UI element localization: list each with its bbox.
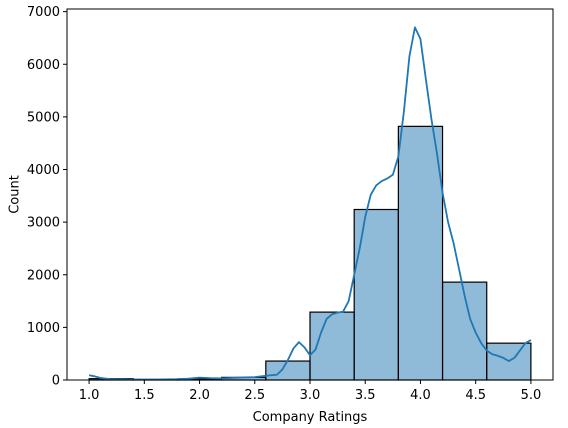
x-tick-label: 2.5	[244, 388, 265, 403]
y-tick-label: 1000	[27, 321, 60, 336]
y-tick-label: 6000	[27, 58, 60, 73]
y-axis-ticks: 0 1000 2000 3000 4000 5000 6000 7000	[27, 5, 67, 389]
y-tick-label: 3000	[27, 216, 60, 231]
x-tick-label: 1.5	[134, 388, 155, 403]
y-tick-label: 5000	[27, 110, 60, 125]
x-tick-label: 3.5	[355, 388, 376, 403]
histogram-bar	[397, 125, 444, 381]
y-tick-label: 2000	[27, 268, 60, 283]
histogram-bars	[88, 125, 532, 381]
x-tick-label: 4.5	[465, 388, 486, 403]
x-tick-label: 2.0	[189, 388, 210, 403]
histogram-bar	[265, 360, 311, 381]
x-axis-label: Company Ratings	[253, 410, 368, 425]
y-tick-label: 7000	[27, 5, 60, 20]
y-tick-label: 0	[52, 374, 60, 389]
histogram-bar	[353, 208, 399, 381]
x-tick-label: 3.0	[300, 388, 321, 403]
y-tick-label: 4000	[27, 163, 60, 178]
x-tick-label: 5.0	[521, 388, 542, 403]
y-axis-label: Count	[8, 175, 23, 214]
x-tick-label: 4.0	[410, 388, 431, 403]
kde-curve	[88, 26, 532, 381]
x-tick-label: 1.0	[79, 388, 100, 403]
x-axis-ticks: 1.0 1.5 2.0 2.5 3.0 3.5 4.0 4.5 5.0	[79, 380, 542, 403]
